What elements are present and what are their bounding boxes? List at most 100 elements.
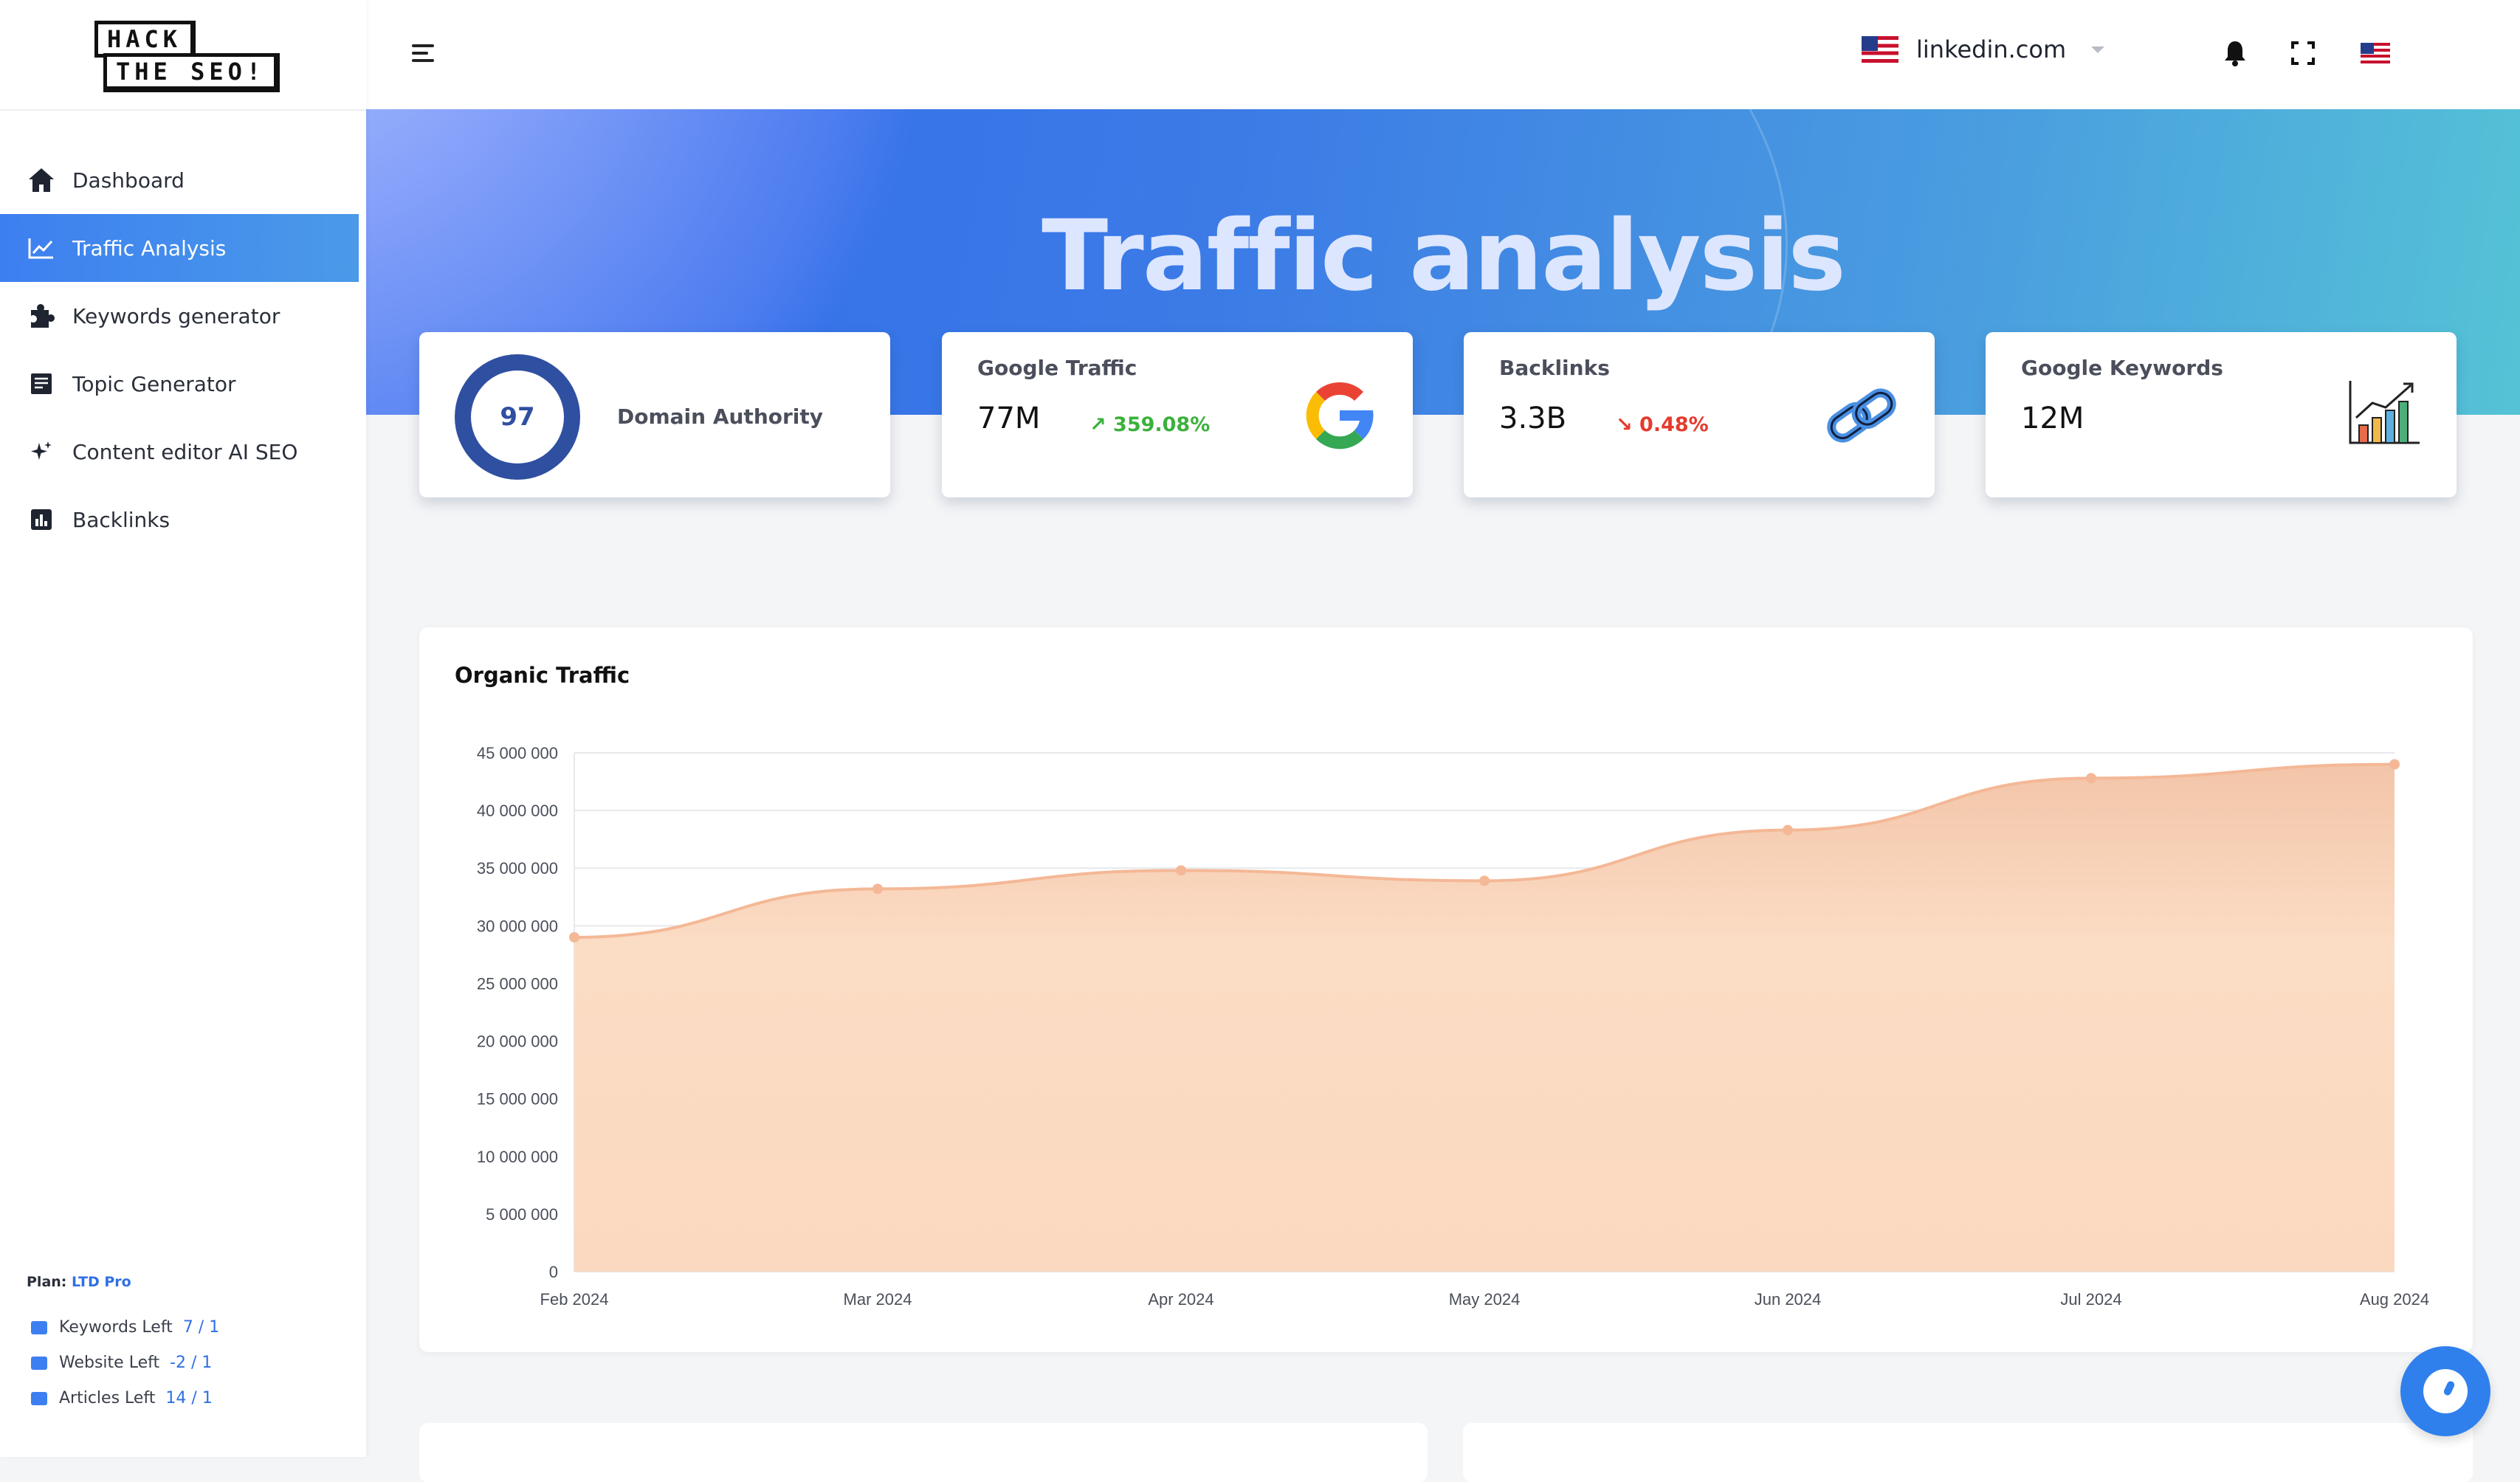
note-icon <box>27 369 56 399</box>
data-point <box>1783 824 1793 835</box>
y-tick-label: 5 000 000 <box>486 1205 558 1224</box>
sidebar-item-traffic-analysis[interactable]: Traffic Analysis <box>0 214 359 282</box>
domain-value: linkedin.com <box>1916 35 2067 63</box>
stat-title: Google Keywords <box>2021 356 2223 380</box>
y-tick-label: 25 000 000 <box>477 974 558 993</box>
y-tick-label: 0 <box>549 1263 558 1281</box>
data-point <box>1176 865 1186 876</box>
stat-card-google-traffic: Google Traffic 77M ↗ 359.08% <box>942 332 1413 497</box>
quota-value: 14 / 1 <box>165 1389 213 1407</box>
fullscreen-icon[interactable] <box>2288 38 2318 68</box>
x-tick-label: May 2024 <box>1449 1290 1521 1309</box>
bottom-card-right <box>1463 1423 2473 1482</box>
bell-icon[interactable] <box>2220 38 2250 68</box>
sidebar-item-keywords-generator[interactable]: Keywords generator <box>0 282 359 350</box>
plan-info: Plan: LTD Pro <box>27 1274 131 1290</box>
chevron-down-icon <box>2091 46 2105 53</box>
y-tick-label: 35 000 000 <box>477 859 558 878</box>
sidebar-item-content-editor[interactable]: Content editor AI SEO <box>0 418 359 486</box>
stat-value: 3.3B <box>1499 401 1567 435</box>
x-tick-label: Aug 2024 <box>2360 1290 2429 1309</box>
stat-value: 12M <box>2021 401 2084 435</box>
quota-value: -2 / 1 <box>170 1354 213 1372</box>
y-tick-label: 30 000 000 <box>477 917 558 935</box>
domain-authority-label: Domain Authority <box>617 404 824 429</box>
x-tick-label: Feb 2024 <box>540 1290 609 1309</box>
data-point <box>1479 875 1490 886</box>
plan-value[interactable]: LTD Pro <box>72 1274 131 1290</box>
domain-authority-value: 97 <box>500 402 535 432</box>
sidebar-item-label: Keywords generator <box>72 303 280 328</box>
logo-area: HACK THE SEO! <box>0 0 366 111</box>
stat-card-backlinks: Backlinks 3.3B ↘ 0.48% <box>1464 332 1935 497</box>
y-tick-label: 45 000 000 <box>477 744 558 762</box>
bottom-card-left <box>419 1423 1428 1482</box>
us-flag-icon <box>1862 36 1898 63</box>
quota-value: 7 / 1 <box>182 1318 220 1337</box>
stat-value: 77M <box>977 401 1041 435</box>
x-tick-label: Mar 2024 <box>844 1290 912 1309</box>
topbar: linkedin.com <box>366 0 2520 109</box>
organic-traffic-card: Organic Traffic 0 5 000 000 10 000 000 15 0… <box>419 627 2473 1352</box>
organic-traffic-chart[interactable]: 0 5 000 000 10 000 000 15 000 000 20 000 000… <box>419 627 2473 1352</box>
stat-card-domain-authority: 97 Domain Authority <box>419 332 890 497</box>
y-tick-label: 20 000 000 <box>477 1033 558 1051</box>
sparkle-icon <box>27 437 56 466</box>
y-tick-label: 10 000 000 <box>477 1148 558 1166</box>
stat-card-google-keywords: Google Keywords 12M <box>1986 332 2457 497</box>
sidebar-nav: Dashboard Traffic Analysis Keywords gene… <box>0 146 359 554</box>
menu-icon[interactable] <box>412 44 434 66</box>
home-icon <box>27 165 56 195</box>
quota-label: Keywords Left <box>59 1318 173 1337</box>
data-point <box>2389 759 2400 770</box>
x-tick-label: Jul 2024 <box>2060 1290 2121 1309</box>
language-flag-icon[interactable] <box>2359 38 2392 68</box>
quota-label: Articles Left <box>59 1389 156 1407</box>
stat-change: ↘ 0.48% <box>1616 413 1709 436</box>
sidebar-item-backlinks[interactable]: Backlinks <box>0 486 359 554</box>
logo-line-1[interactable]: HACK <box>94 21 196 58</box>
data-point <box>569 931 579 942</box>
sidebar-item-dashboard[interactable]: Dashboard <box>0 146 359 214</box>
message-icon <box>31 1391 47 1405</box>
domain-authority-ring: 97 <box>455 354 580 480</box>
sidebar-item-label: Backlinks <box>72 507 171 532</box>
stat-title: Backlinks <box>1499 356 1610 380</box>
stat-title: Google Traffic <box>977 356 1137 380</box>
google-icon <box>1306 382 1374 449</box>
sidebar: HACK THE SEO! Dashboard Traffic Analysis… <box>0 0 366 1457</box>
series-area <box>574 764 2395 1272</box>
quota-label: Website Left <box>59 1354 160 1372</box>
sidebar-item-label: Traffic Analysis <box>72 235 227 261</box>
chart-title: Organic Traffic <box>455 663 630 688</box>
y-tick-label: 15 000 000 <box>477 1090 558 1109</box>
puzzle-icon <box>27 301 56 331</box>
data-point <box>872 883 883 895</box>
quota-website: Website Left -2 / 1 <box>31 1354 212 1372</box>
message-icon <box>31 1320 47 1334</box>
x-tick-label: Apr 2024 <box>1148 1290 1213 1309</box>
page-title: Traffic analysis <box>1042 199 1846 313</box>
sidebar-item-label: Topic Generator <box>72 371 236 396</box>
arrow-down-right-icon: ↘ <box>1616 413 1633 436</box>
growth-chart-icon <box>2349 381 2420 444</box>
quota-keywords: Keywords Left 7 / 1 <box>31 1318 219 1337</box>
sidebar-item-topic-generator[interactable]: Topic Generator <box>0 350 359 418</box>
line-chart-icon <box>27 233 56 263</box>
domain-select[interactable]: linkedin.com <box>1862 35 2105 63</box>
logo-line-2[interactable]: THE SEO! <box>103 53 280 92</box>
data-point <box>2086 773 2096 784</box>
sidebar-item-label: Content editor AI SEO <box>72 439 298 464</box>
chat-icon <box>2423 1369 2468 1413</box>
arrow-up-right-icon: ↗ <box>1089 413 1106 436</box>
message-icon <box>31 1356 47 1370</box>
sidebar-item-label: Dashboard <box>72 168 185 193</box>
chat-button[interactable] <box>2400 1346 2490 1436</box>
y-tick-label: 40 000 000 <box>477 802 558 820</box>
quota-articles: Articles Left 14 / 1 <box>31 1389 213 1407</box>
stat-change: ↗ 359.08% <box>1089 413 1211 436</box>
x-tick-label: Jun 2024 <box>1755 1290 1822 1309</box>
plan-label: Plan: <box>27 1274 67 1290</box>
bar-chart-icon <box>27 505 56 534</box>
link-icon <box>1827 388 1896 443</box>
